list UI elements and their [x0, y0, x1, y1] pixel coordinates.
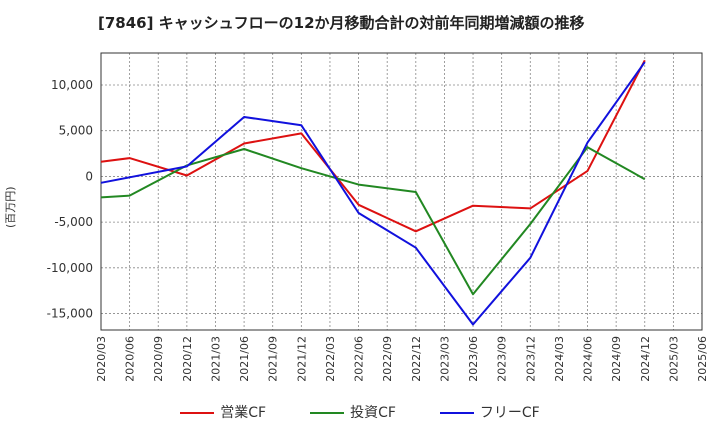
series-lines: [100, 59, 646, 326]
legend-item: フリーCF: [439, 402, 540, 422]
y-tick-label: -5,000: [54, 215, 93, 229]
legend-label: 投資CF: [350, 405, 396, 421]
x-tick-label: 2025/06: [696, 336, 709, 382]
x-tick-label: 2023/09: [496, 336, 509, 382]
x-tick-label: 2021/09: [267, 336, 280, 382]
legend-swatch: [439, 412, 474, 414]
x-tick-label: 2020/12: [181, 336, 194, 382]
x-tick-label: 2025/03: [667, 336, 680, 382]
x-tick-label: 2024/03: [553, 336, 566, 382]
grid: [101, 53, 702, 330]
y-tick-label: 10,000: [51, 78, 93, 92]
series-line-投資CF: [100, 146, 646, 296]
x-tick-label: 2022/09: [381, 336, 394, 382]
legend-label: 営業CF: [220, 405, 267, 421]
x-tick-label: 2021/06: [238, 336, 251, 382]
legend-label: フリーCF: [479, 405, 540, 421]
x-tick-label: 2024/09: [610, 336, 623, 382]
x-tick-label: 2023/12: [524, 336, 537, 382]
legend: 営業CF 投資CF フリーCF: [0, 402, 720, 422]
x-tick-label: 2020/06: [124, 336, 137, 382]
y-tick-label: -15,000: [47, 307, 93, 321]
legend-swatch: [310, 412, 345, 414]
x-tick-label: 2023/03: [438, 336, 451, 382]
y-tick-label: 0: [85, 169, 93, 183]
x-tick-label: 2022/03: [324, 336, 337, 382]
x-tick-label: 2022/06: [353, 336, 366, 382]
axes: 10,000 5,000 0 -5,000 -10,000 -15,000 2020/03 2…: [47, 52, 709, 382]
chart-title: [7846] キャッシュフローの12か月移動合計の対前年同期増減額の推移: [98, 14, 585, 32]
legend-swatch: [180, 412, 215, 414]
series-line-営業CF: [100, 59, 646, 233]
x-tick-label: 2023/06: [467, 336, 480, 382]
legend-item: 投資CF: [310, 402, 396, 422]
y-tick-label: 5,000: [59, 124, 93, 138]
x-tick-label: 2021/12: [295, 336, 308, 382]
x-tick-label: 2020/03: [95, 336, 108, 382]
line-chart: 10,000 5,000 0 -5,000 -10,000 -15,000 2020/03 2…: [47, 52, 709, 382]
x-tick-label: 2020/09: [152, 336, 165, 382]
x-tick-label: 2024/12: [639, 336, 652, 382]
x-tick-label: 2024/06: [582, 336, 595, 382]
x-tick-label: 2021/03: [209, 336, 222, 382]
legend-item: 営業CF: [180, 402, 266, 422]
y-tick-label: -10,000: [47, 261, 93, 275]
series-line-フリーCF: [100, 61, 646, 326]
x-tick-label: 2022/12: [410, 336, 423, 382]
plot-frame: [100, 52, 703, 331]
